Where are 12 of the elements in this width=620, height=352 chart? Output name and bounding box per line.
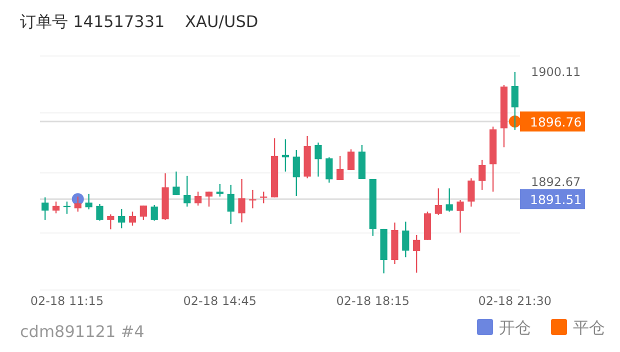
legend-label: 开仓: [499, 318, 531, 337]
legend-label: 平仓: [573, 318, 605, 337]
x-tick-label: 02-18 11:15: [30, 294, 104, 308]
text: cdm891121 #4: [20, 322, 144, 341]
x-tick-label: 02-18 18:15: [336, 294, 410, 308]
x-tick-label: 02-18 14:45: [183, 294, 257, 308]
x-tick-label: 02-18 21:30: [478, 294, 552, 308]
y-tick-label: 1900.11: [531, 64, 581, 79]
y-tick-label: 1892.67: [531, 174, 581, 189]
chart-title: 订单号 141517331 XAU/USD: [20, 12, 258, 31]
ref-line-label: 1891.51: [530, 192, 582, 208]
ref-line-label: 1896.76: [530, 114, 582, 130]
